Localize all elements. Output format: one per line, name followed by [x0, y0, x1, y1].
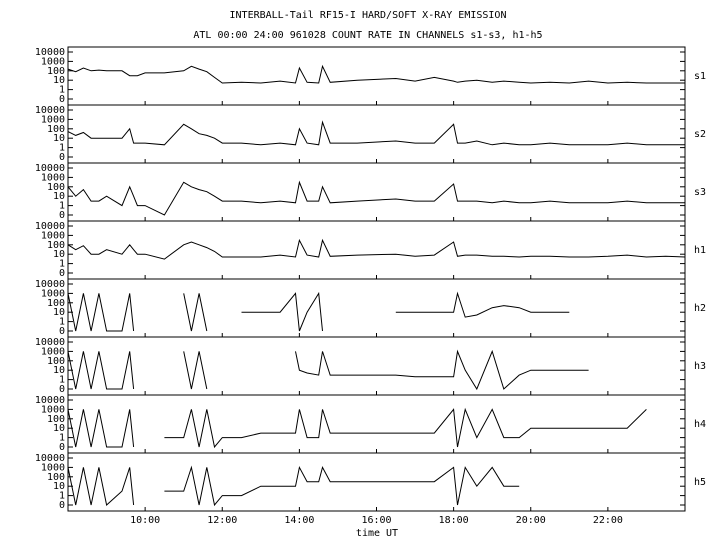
x-tick-label: 14:00	[284, 515, 314, 526]
y-tick-label: 1	[59, 143, 65, 154]
y-tick-label: 1	[59, 317, 65, 328]
x-tick-label: 22:00	[593, 515, 623, 526]
series-name: h4	[694, 419, 706, 430]
y-tick-label: 10	[53, 423, 65, 434]
y-tick-label: 10000	[35, 337, 65, 348]
y-tick-label: 100	[47, 356, 65, 367]
series-line	[67, 349, 589, 391]
y-tick-label: 10	[53, 191, 65, 202]
y-tick-label: 1	[59, 433, 65, 444]
y-tick-label: 0	[59, 442, 65, 453]
series-line	[67, 180, 685, 216]
y-tick-label: 100	[47, 182, 65, 193]
series-name: s3	[694, 187, 706, 198]
x-axis-label: time UT	[356, 528, 398, 539]
y-tick-label: 1000	[41, 230, 65, 241]
y-tick-label: 10000	[35, 163, 65, 174]
series-name: h5	[694, 477, 706, 488]
chart-title: INTERBALL-Tail RF15-I HARD/SOFT X-RAY EM…	[230, 10, 507, 21]
y-tick-label: 1000	[41, 172, 65, 183]
y-tick-label: 10000	[35, 279, 65, 290]
y-tick-label: 1000	[41, 288, 65, 299]
chart-subtitle: ATL 00:00 24:00 961028 COUNT RATE IN CHA…	[193, 30, 542, 41]
series-line	[67, 64, 685, 84]
y-tick-label: 0	[59, 210, 65, 221]
y-tick-label: 0	[59, 384, 65, 395]
y-tick-label: 10	[53, 75, 65, 86]
y-tick-label: 1000	[41, 346, 65, 357]
y-tick-label: 0	[59, 500, 65, 511]
series-name: s1	[694, 71, 706, 82]
y-tick-label: 100	[47, 240, 65, 251]
y-tick-label: 10000	[35, 453, 65, 464]
series-name: s2	[694, 129, 706, 140]
y-tick-label: 10	[53, 307, 65, 318]
x-tick-label: 20:00	[516, 515, 546, 526]
series-name: h1	[694, 245, 706, 256]
series-name: h3	[694, 361, 706, 372]
series-line	[67, 465, 520, 507]
y-tick-label: 0	[59, 326, 65, 337]
y-tick-label: 100	[47, 66, 65, 77]
x-tick-label: 10:00	[130, 515, 160, 526]
series-line	[67, 120, 685, 146]
y-tick-label: 1000	[41, 114, 65, 125]
y-tick-label: 1	[59, 201, 65, 212]
y-tick-label: 10000	[35, 47, 65, 58]
y-tick-label: 0	[59, 152, 65, 163]
x-tick-label: 12:00	[207, 515, 237, 526]
y-tick-label: 10000	[35, 395, 65, 406]
y-tick-label: 1	[59, 375, 65, 386]
y-tick-label: 100	[47, 124, 65, 135]
y-tick-label: 100	[47, 414, 65, 425]
y-tick-label: 10	[53, 249, 65, 260]
y-tick-label: 1	[59, 259, 65, 270]
series-line	[67, 291, 570, 332]
y-tick-label: 0	[59, 94, 65, 105]
y-tick-label: 100	[47, 472, 65, 483]
y-tick-label: 1000	[41, 462, 65, 473]
y-tick-label: 1	[59, 491, 65, 502]
y-tick-label: 100	[47, 298, 65, 309]
y-tick-label: 10000	[35, 105, 65, 116]
y-tick-label: 1000	[41, 404, 65, 415]
y-tick-label: 0	[59, 268, 65, 279]
y-tick-label: 10	[53, 365, 65, 376]
x-tick-label: 18:00	[439, 515, 469, 526]
series-name: h2	[694, 303, 706, 314]
series-line	[67, 407, 647, 449]
y-tick-label: 10	[53, 133, 65, 144]
series-line	[67, 238, 686, 260]
x-tick-label: 16:00	[361, 515, 391, 526]
y-tick-label: 1000	[41, 56, 65, 67]
y-tick-label: 10000	[35, 221, 65, 232]
y-tick-label: 10	[53, 481, 65, 492]
y-tick-label: 1	[59, 85, 65, 96]
